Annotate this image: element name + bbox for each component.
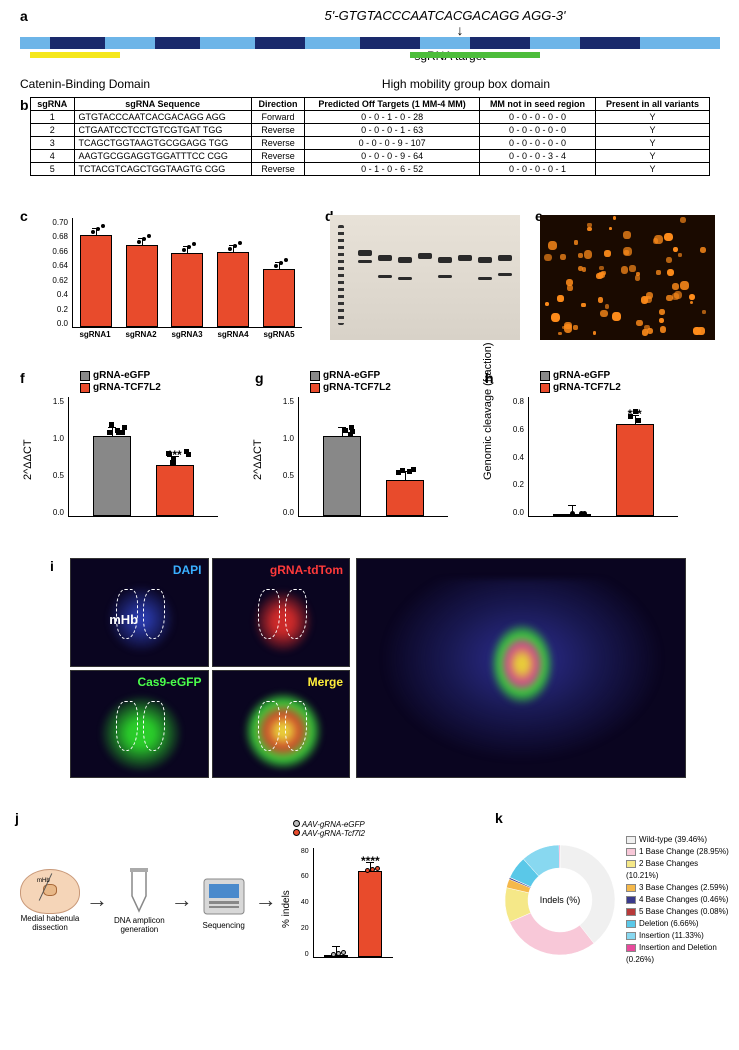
donut-center: Indels (%) xyxy=(540,895,581,905)
label-c: c xyxy=(20,208,28,224)
indels-chart: AAV-gRNA-eGFP AAV-gRNA-Tcf7l2 % indels 8… xyxy=(283,828,403,973)
bars-c xyxy=(72,218,302,328)
panel-j: mHb Medial habenula dissection → DNA amp… xyxy=(20,810,490,990)
yticks-h: 0.80.60.40.20.0 xyxy=(508,397,524,517)
legend-k: Wild-type (39.46%)1 Base Change (28.95%)… xyxy=(626,834,730,966)
dapi-label: DAPI xyxy=(173,563,202,577)
tdtom-image: gRNA-tdTom xyxy=(212,558,351,667)
cbd-bar xyxy=(30,52,120,58)
sgrna-table: sgRNAsgRNA SequenceDirectionPredicted Of… xyxy=(30,97,710,176)
plot-g xyxy=(298,397,448,517)
step-dissection: mHb Medial habenula dissection xyxy=(20,869,80,932)
yticks-j: 806040200 xyxy=(295,848,309,958)
dapi-image: DAPI mHb xyxy=(70,558,209,667)
panel-g: gRNA-eGFP gRNA-TCF7L2 2^ΔΔCT 1.51.00.50.… xyxy=(260,370,460,540)
sequencer-icon xyxy=(199,871,249,921)
panel-i: DAPI mHb gRNA-tdTom Cas9-eGFP Merge xyxy=(70,558,690,778)
label-i: i xyxy=(50,558,54,574)
yticks-c: 0.700.680.660.640.620.40.20.0 xyxy=(38,218,68,328)
large-merge-image xyxy=(356,558,686,778)
tube-icon xyxy=(124,866,154,916)
gel-image xyxy=(330,215,520,340)
yticks-g: 1.51.00.50.0 xyxy=(278,397,294,517)
arrow-icon: → xyxy=(86,887,108,913)
panel-c: Genomic cleavage (fraction) 0.700.680.66… xyxy=(30,208,310,373)
arrow-icon: → xyxy=(171,887,193,913)
legend-g: gRNA-eGFP gRNA-TCF7L2 xyxy=(310,370,460,393)
cbd-label: Catenin-Binding Domain xyxy=(20,77,150,91)
ylabel-j: % indels xyxy=(281,890,292,928)
plot-j: **** xyxy=(313,848,393,958)
brain-icon: mHb xyxy=(20,869,80,914)
legend-j: AAV-gRNA-eGFP AAV-gRNA-Tcf7l2 xyxy=(293,820,365,838)
tdtom-label: gRNA-tdTom xyxy=(270,563,343,577)
xlabels-c: sgRNA1sgRNA2sgRNA3sgRNA4sgRNA5 xyxy=(72,330,302,339)
donut-chart: Indels (%) xyxy=(500,840,620,960)
label-b: b xyxy=(20,97,29,113)
cas9-label: Cas9-eGFP xyxy=(137,675,201,689)
label-j: j xyxy=(15,810,19,826)
merge-label: Merge xyxy=(308,675,343,689)
sequence-text: 5'-GTGTACCCAATCACGACAGG AGG-3' xyxy=(170,8,720,23)
gene-structure-bar xyxy=(20,37,720,49)
panel-d xyxy=(330,215,520,340)
panel-a: 5'-GTGTACCCAATCACGACAGG AGG-3' ↓ sgRNA t… xyxy=(20,8,720,91)
panel-h: gRNA-eGFP gRNA-TCF7L2 Genomic cleavage (… xyxy=(490,370,720,540)
panel-f: gRNA-eGFP gRNA-TCF7L2 2^ΔΔCT 1.51.00.50.… xyxy=(30,370,230,540)
arrow-down-icon: ↓ xyxy=(200,25,720,35)
plot-f: *** xyxy=(68,397,218,517)
hmg-bar xyxy=(410,52,540,58)
merge-image: Merge xyxy=(212,670,351,779)
hmg-label: High mobility group box domain xyxy=(382,77,550,91)
cas9-image: Cas9-eGFP xyxy=(70,670,209,779)
plot-h: *** xyxy=(528,397,678,517)
legend-f: gRNA-eGFP gRNA-TCF7L2 xyxy=(80,370,230,393)
panel-e xyxy=(540,215,715,340)
step-amplicon: DNA amplicon generation xyxy=(114,866,165,934)
image-grid: DAPI mHb gRNA-tdTom Cas9-eGFP Merge xyxy=(70,558,350,778)
panel-k: Indels (%) Wild-type (39.46%)1 Base Chan… xyxy=(500,810,730,990)
step-sequencing: Sequencing xyxy=(199,871,249,930)
arrow-icon: → xyxy=(255,887,277,913)
legend-h: gRNA-eGFP gRNA-TCF7L2 xyxy=(540,370,720,393)
mhb-label: mHb xyxy=(109,612,138,627)
label-f: f xyxy=(20,370,25,386)
yticks-f: 1.51.00.50.0 xyxy=(48,397,64,517)
panel-b: sgRNAsgRNA SequenceDirectionPredicted Of… xyxy=(30,97,710,176)
